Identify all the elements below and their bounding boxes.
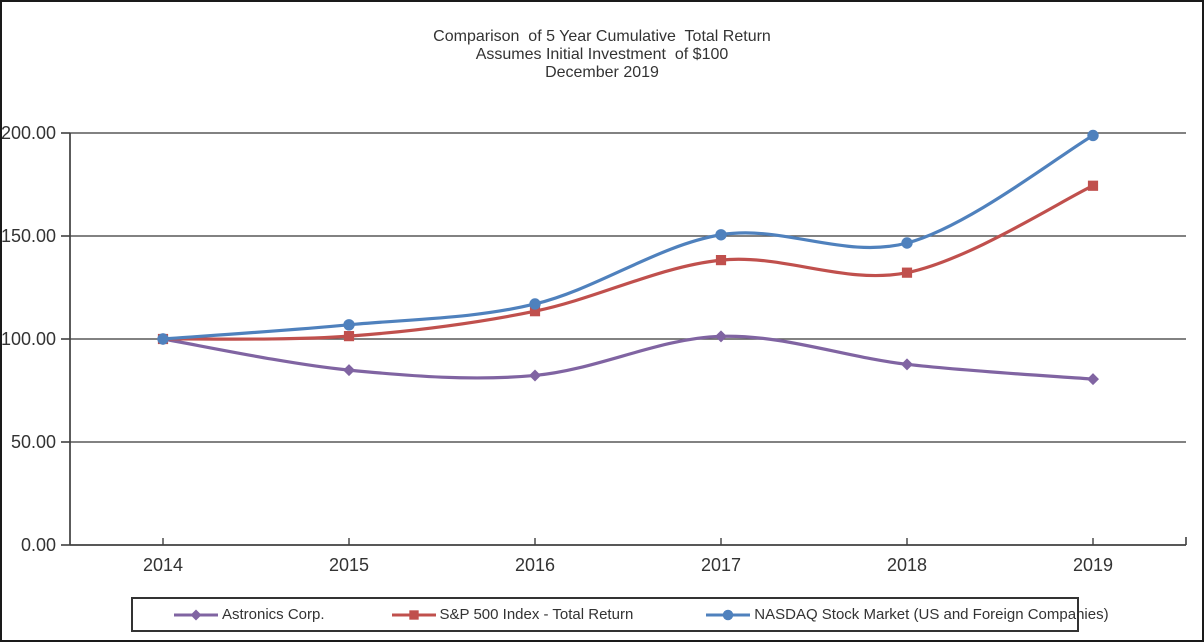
square-marker-icon: [391, 609, 436, 620]
svg-text:100.00: 100.00: [2, 329, 56, 349]
svg-text:0.00: 0.00: [21, 535, 56, 555]
svg-text:2016: 2016: [515, 555, 555, 575]
svg-text:150.00: 150.00: [2, 226, 56, 246]
svg-text:2015: 2015: [329, 555, 369, 575]
svg-text:2019: 2019: [1073, 555, 1113, 575]
legend-item-sp500: S&P 500 Index - Total Return: [391, 606, 634, 623]
legend-label-sp500: S&P 500 Index - Total Return: [439, 606, 634, 623]
svg-text:2014: 2014: [143, 555, 183, 575]
chart-legend: Astronics Corp. S&P 500 Index - Total Re…: [131, 597, 1109, 632]
svg-text:2018: 2018: [887, 555, 927, 575]
diamond-marker-icon: [174, 609, 218, 620]
circle-marker-icon: [706, 609, 751, 620]
legend-item-astronics: Astronics Corp.: [173, 606, 325, 623]
svg-text:2017: 2017: [701, 555, 741, 575]
legend-item-nasdaq: NASDAQ Stock Market (US and Foreign Comp…: [705, 606, 1109, 623]
legend-label-astronics: Astronics Corp.: [222, 606, 325, 623]
legend-label-nasdaq: NASDAQ Stock Market (US and Foreign Comp…: [754, 606, 1109, 623]
chart-title: Comparison of 5 Year Cumulative Total Re…: [433, 28, 771, 81]
svg-text:50.00: 50.00: [11, 432, 56, 452]
svg-text:200.00: 200.00: [2, 123, 56, 143]
